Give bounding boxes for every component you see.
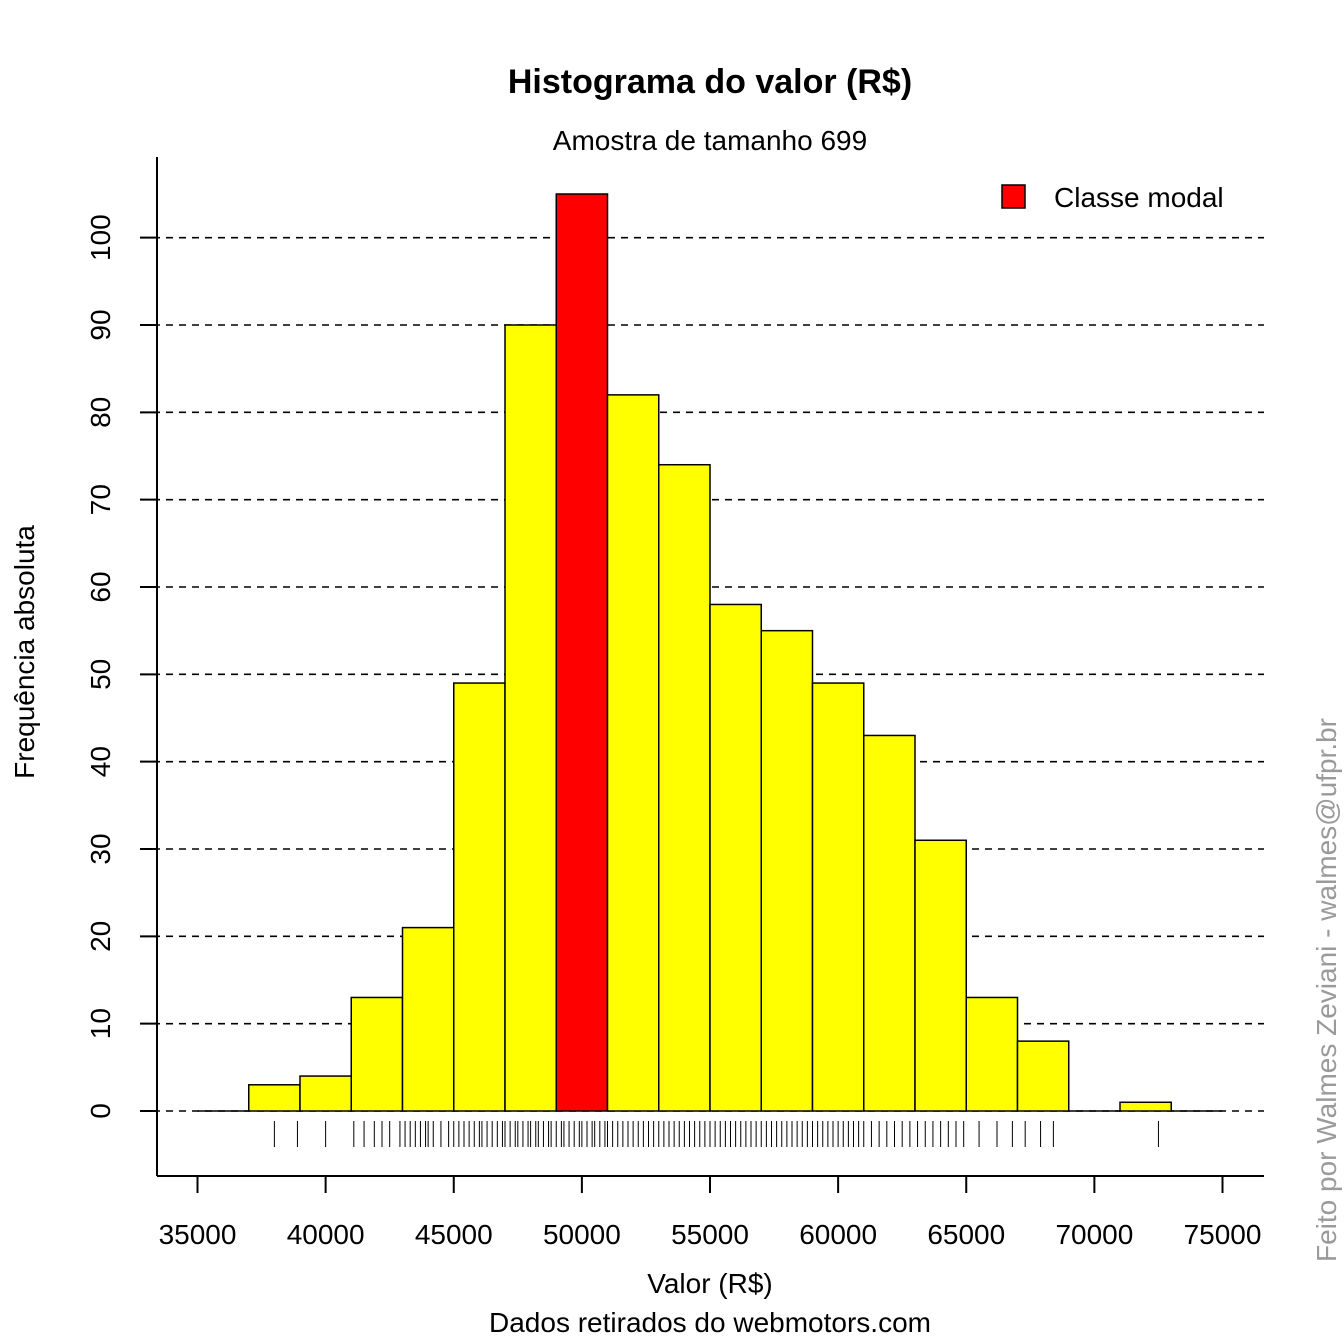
histogram-bar (504, 324, 557, 1112)
y-tick-label: 50 (85, 659, 116, 690)
x-tick-label: 75000 (1184, 1219, 1262, 1250)
histogram-bar (248, 1084, 301, 1112)
y-tick-label: 10 (85, 1008, 116, 1039)
histogram-bar (709, 603, 762, 1112)
histogram-bar (965, 996, 1019, 1112)
x-tick-label: 70000 (1055, 1219, 1133, 1250)
legend: Classe modal (1001, 182, 1224, 213)
histogram-bar (914, 839, 967, 1112)
y-tick-label: 80 (85, 397, 116, 428)
histogram-bar (350, 996, 404, 1112)
rug-marks (273, 1121, 1159, 1147)
histogram-bar (453, 682, 506, 1112)
x-axis-label: Valor (R$) (647, 1268, 773, 1299)
x-tick-label: 40000 (287, 1219, 365, 1250)
legend-label: Classe modal (1054, 182, 1224, 213)
y-tick-label: 90 (85, 309, 116, 340)
histogram-bar (299, 1075, 352, 1112)
x-tick-label: 60000 (799, 1219, 877, 1250)
chart-subtitle: Amostra de tamanho 699 (553, 125, 867, 156)
histogram-bar (760, 629, 814, 1112)
y-tick-label: 70 (85, 484, 116, 515)
histogram-bar (1119, 1101, 1172, 1112)
x-tick-label: 50000 (543, 1219, 621, 1250)
y-ticks: 0 10 20 30 40 50 60 70 80 90 100 (85, 214, 157, 1119)
y-tick-label: 0 (85, 1103, 116, 1119)
x-axis-note: Dados retirados do webmotors.com (489, 1307, 931, 1338)
y-axis-label: Frequência absoluta (9, 525, 40, 779)
x-tick-label: 35000 (159, 1219, 237, 1250)
bars (197, 193, 1223, 1112)
histogram-bar (606, 394, 660, 1112)
y-tick-label: 100 (85, 214, 116, 261)
histogram-bar (1016, 1040, 1070, 1112)
x-tick-label: 65000 (927, 1219, 1005, 1250)
y-tick-label: 40 (85, 746, 116, 777)
x-ticks: 35000 40000 45000 50000 55000 60000 65000 70000… (159, 1176, 1262, 1250)
y-tick-label: 30 (85, 833, 116, 864)
histogram-bar (658, 463, 711, 1112)
author-credit: Feito por Walmes Zeviani - walmes@ufpr.b… (1311, 718, 1342, 1262)
legend-swatch (1001, 184, 1026, 209)
y-tick-label: 60 (85, 571, 116, 602)
histogram-bar (811, 682, 865, 1112)
x-tick-label: 45000 (415, 1219, 493, 1250)
histogram-bar (863, 734, 916, 1112)
histogram-bar (401, 926, 455, 1112)
y-tick-label: 20 (85, 921, 116, 952)
x-tick-label: 55000 (671, 1219, 749, 1250)
chart-title: Histograma do valor (R$) (508, 63, 912, 101)
histogram-bar-modal (555, 193, 609, 1112)
